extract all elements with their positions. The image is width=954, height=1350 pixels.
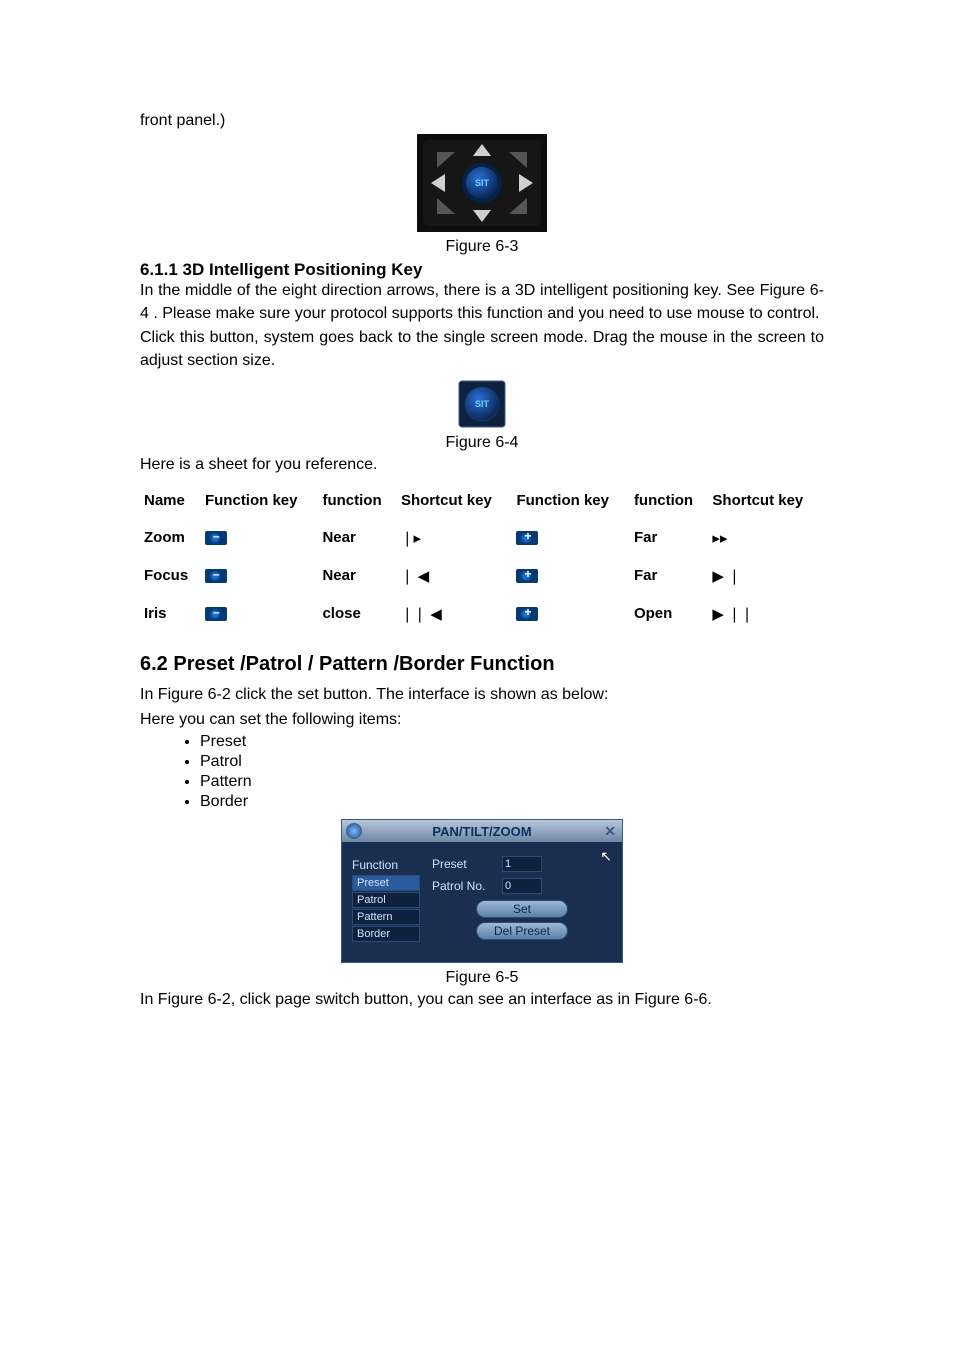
section-6-2-title: 6.2 Preset /Patrol / Pattern /Border Fun… [140,653,824,676]
reference-table: Name Function key function Shortcut key … [140,486,824,637]
cell-shortcut: ▶ ❘❘ [708,599,824,637]
closing-line: In Figure 6-2, click page switch button,… [140,989,824,1011]
svg-text:SIT: SIT [475,399,490,409]
patrol-label: Patrol No. [432,879,496,893]
col-func2: function [630,486,708,523]
patrol-input[interactable] [502,878,542,894]
row-name: Zoom [140,523,201,561]
set-button[interactable]: Set [476,900,568,918]
preset-input[interactable] [502,856,542,872]
reference-intro: Here is a sheet for you reference. [140,454,824,476]
figure-6-4-caption: Figure 6-4 [140,434,824,452]
section-6-2-p2: Here you can set the following items: [140,709,824,731]
figure-6-3-image: SIT [417,134,547,232]
figure-6-3-caption: Figure 6-3 [140,238,824,256]
section-6-1-1-p1: In the middle of the eight direction arr… [140,280,824,325]
plus-icon[interactable] [516,569,538,583]
col-short: Shortcut key [397,486,513,523]
minus-icon[interactable] [205,569,227,583]
svg-text:SIT: SIT [475,178,490,188]
cell-shortcut: ❘▸ [397,523,513,561]
ptz-dialog: PAN/TILT/ZOOM ✕ ↖ Function Preset Patrol… [341,819,623,963]
ptz-title-icon [346,823,362,839]
cell-shortcut: ❘❘ ◀ [397,599,513,637]
minus-icon[interactable] [205,607,227,621]
list-item: Pattern [200,773,824,791]
cell-func: Open [630,599,708,637]
list-item: Preset [200,733,824,751]
table-row: Focus Near ❘ ◀ Far ▶ ❘ [140,561,824,599]
plus-icon[interactable] [516,607,538,621]
col-func-key: Function key [201,486,318,523]
ptz-title-text: PAN/TILT/ZOOM [432,824,531,839]
preset-label: Preset [432,857,496,871]
cell-func: close [318,599,396,637]
cell-func: Far [630,523,708,561]
col-func-key2: Function key [512,486,629,523]
bullet-list: Preset Patrol Pattern Border [140,733,824,811]
table-row: Iris close ❘❘ ◀ Open ▶ ❘❘ [140,599,824,637]
cursor-icon: ↖ [600,848,612,865]
plus-icon[interactable] [516,531,538,545]
section-6-1-1-title: 6.1.1 3D Intelligent Positioning Key [140,260,824,280]
row-name: Iris [140,599,201,637]
cell-shortcut: ❘ ◀ [397,561,513,599]
minus-icon[interactable] [205,531,227,545]
list-item-patrol[interactable]: Patrol [352,892,420,908]
cell-shortcut: ▸▸ [708,523,824,561]
section-6-1-1-p2: Click this button, system goes back to t… [140,327,824,372]
col-short2: Shortcut key [708,486,824,523]
close-icon[interactable]: ✕ [604,823,616,840]
list-item-border[interactable]: Border [352,926,420,942]
col-func: function [318,486,396,523]
row-name: Focus [140,561,201,599]
cell-func: Far [630,561,708,599]
cell-shortcut: ▶ ❘ [708,561,824,599]
list-item: Patrol [200,753,824,771]
del-preset-button[interactable]: Del Preset [476,922,568,940]
ptz-titlebar: PAN/TILT/ZOOM ✕ [342,820,622,842]
list-item-pattern[interactable]: Pattern [352,909,420,925]
figure-6-5-caption: Figure 6-5 [140,969,824,987]
section-6-2-p1: In Figure 6-2 click the set button. The … [140,684,824,706]
intro-text: front panel.) [140,110,824,132]
list-item: Border [200,793,824,811]
figure-6-4-image: SIT [458,380,506,428]
table-row: Zoom Near ❘▸ Far ▸▸ [140,523,824,561]
cell-func: Near [318,561,396,599]
cell-func: Near [318,523,396,561]
ptz-function-list: Function Preset Patrol Pattern Border [352,856,420,944]
col-name: Name [140,486,201,523]
list-item-preset[interactable]: Preset [352,875,420,891]
function-label: Function [352,856,420,874]
